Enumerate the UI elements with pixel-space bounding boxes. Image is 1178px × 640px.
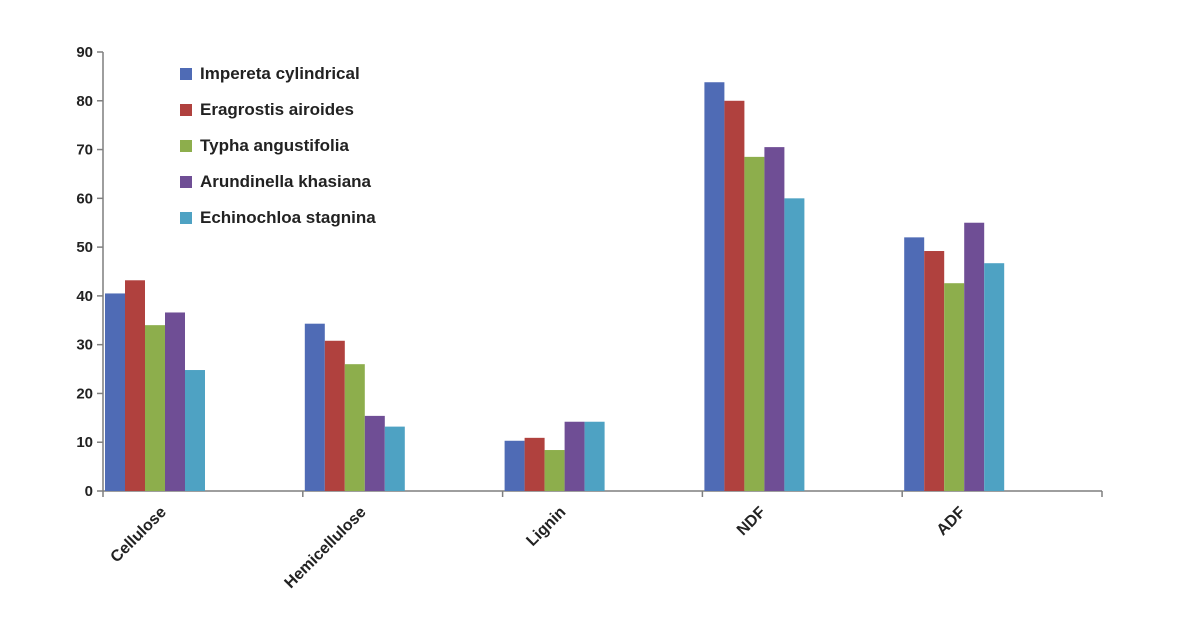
bars bbox=[105, 82, 1005, 492]
x-tick-label: Hemicellulose bbox=[282, 504, 370, 592]
bar bbox=[185, 370, 205, 491]
legend-label: Typha angustifolia bbox=[200, 136, 349, 155]
legend-label: Eragrostis airoides bbox=[200, 100, 354, 119]
y-tick-label: 20 bbox=[76, 385, 93, 402]
bar bbox=[504, 440, 525, 491]
bar bbox=[384, 426, 405, 491]
y-tick-label: 60 bbox=[76, 190, 93, 207]
bar bbox=[364, 415, 385, 491]
bar bbox=[924, 251, 945, 491]
legend-swatch bbox=[180, 212, 192, 224]
legend: Impereta cylindrical Eragrostis airoides T… bbox=[180, 64, 376, 227]
bar bbox=[584, 421, 605, 491]
y-tick-label: 50 bbox=[76, 239, 93, 256]
bar bbox=[764, 147, 785, 491]
bar bbox=[964, 222, 985, 491]
bar bbox=[324, 340, 345, 491]
x-tick-label: NDF bbox=[734, 504, 769, 539]
x-tick-label: Lignin bbox=[523, 504, 569, 550]
legend-label: Arundinella khasiana bbox=[200, 172, 372, 191]
x-tick-label: Cellulose bbox=[108, 504, 170, 566]
bar bbox=[165, 312, 185, 491]
y-tick-label: 10 bbox=[76, 434, 93, 451]
legend-label: Echinochloa stagnina bbox=[200, 208, 376, 227]
y-tick-label: 90 bbox=[76, 44, 93, 61]
legend-label: Impereta cylindrical bbox=[200, 64, 360, 83]
y-tick-label: 30 bbox=[76, 337, 93, 354]
bar bbox=[544, 450, 565, 491]
bar bbox=[145, 325, 165, 491]
bar bbox=[984, 263, 1005, 491]
bar bbox=[344, 364, 365, 491]
bar bbox=[784, 198, 805, 492]
x-tick-label: ADF bbox=[934, 504, 969, 539]
bar bbox=[704, 82, 725, 492]
bar bbox=[904, 237, 925, 491]
bar bbox=[125, 280, 145, 491]
bar bbox=[304, 323, 325, 491]
y-tick-label: 70 bbox=[76, 142, 93, 159]
legend-swatch bbox=[180, 140, 192, 152]
bar bbox=[944, 283, 965, 491]
bar bbox=[524, 437, 545, 491]
legend-swatch bbox=[180, 176, 192, 188]
legend-swatch bbox=[180, 68, 192, 80]
y-tick-label: 40 bbox=[76, 288, 93, 305]
legend-swatch bbox=[180, 104, 192, 116]
bar bbox=[564, 421, 585, 491]
bar bbox=[744, 156, 765, 491]
y-tick-label: 0 bbox=[85, 483, 93, 500]
y-tick-label: 80 bbox=[76, 93, 93, 110]
bar bbox=[724, 100, 745, 492]
bar bbox=[105, 293, 125, 491]
